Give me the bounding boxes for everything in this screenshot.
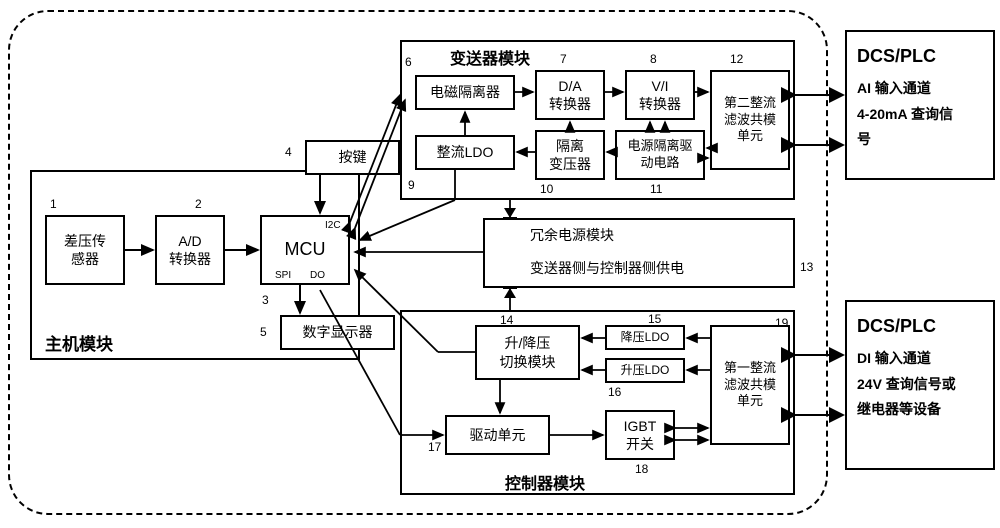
iso-xfmr-block: 隔离 变压器 bbox=[535, 130, 605, 180]
sensor-number: 1 bbox=[50, 197, 57, 211]
dcs-top-line2: 4-20mA 查询信 bbox=[857, 102, 983, 127]
redundant-power-title: 冗余电源模块 bbox=[530, 225, 614, 245]
mcu-do-pin: DO bbox=[310, 270, 325, 281]
host-module-title: 主机模块 bbox=[45, 330, 113, 355]
buck-ldo-number: 15 bbox=[648, 312, 661, 326]
buck-boost-switch-block: 升/降压 切换模块 bbox=[475, 325, 580, 380]
redundant-power-number: 13 bbox=[800, 260, 813, 274]
da-number: 7 bbox=[560, 52, 567, 66]
dcs-top-title: DCS/PLC bbox=[857, 40, 983, 72]
sensor-block: 差压传 感器 bbox=[45, 215, 125, 285]
transmitter-module-title: 变送器模块 bbox=[450, 45, 530, 69]
boost-ldo-number: 16 bbox=[608, 385, 621, 399]
ad-converter-block: A/D 转换器 bbox=[155, 215, 225, 285]
igbt-number: 18 bbox=[635, 462, 648, 476]
redundant-power-subtitle: 变送器侧与控制器侧供电 bbox=[530, 258, 684, 278]
mcu-i2c-pin: I2C bbox=[325, 220, 341, 231]
buck-ldo-block: 降压LDO bbox=[605, 325, 685, 350]
keys-number: 4 bbox=[285, 145, 292, 159]
rect-ldo-block: 整流LDO bbox=[415, 135, 515, 170]
controller-module-title: 控制器模块 bbox=[505, 470, 585, 494]
rect-ldo-number: 9 bbox=[408, 178, 415, 192]
mcu-number: 3 bbox=[262, 293, 269, 307]
buck-boost-number: 14 bbox=[500, 313, 513, 327]
pwr-iso-drv-block: 电源隔离驱 动电路 bbox=[615, 130, 705, 180]
dcs-plc-top: DCS/PLC AI 输入通道 4-20mA 查询信 号 bbox=[845, 30, 995, 180]
em-isolator-block: 电磁隔离器 bbox=[415, 75, 515, 110]
dcs-bottom-line1: DI 输入通道 bbox=[857, 346, 983, 371]
igbt-block: IGBT 开关 bbox=[605, 410, 675, 460]
iso-xfmr-number: 10 bbox=[540, 182, 553, 196]
mcu-text: MCU bbox=[285, 238, 326, 261]
first-rect-block: 第一整流 滤波共模 单元 bbox=[710, 325, 790, 445]
dcs-bottom-line2: 24V 查询信号或 bbox=[857, 372, 983, 397]
dcs-top-line3: 号 bbox=[857, 127, 983, 152]
drive-unit-number: 17 bbox=[428, 440, 441, 454]
ad-number: 2 bbox=[195, 197, 202, 211]
display-number: 5 bbox=[260, 325, 267, 339]
dcs-bottom-line3: 继电器等设备 bbox=[857, 397, 983, 422]
keys-block: 按键 bbox=[305, 140, 400, 175]
display-block: 数字显示器 bbox=[280, 315, 395, 350]
boost-ldo-block: 升压LDO bbox=[605, 358, 685, 383]
mcu-spi-pin: SPI bbox=[275, 270, 291, 281]
vi-number: 8 bbox=[650, 52, 657, 66]
dcs-top-line1: AI 输入通道 bbox=[857, 76, 983, 101]
first-rect-number: 19 bbox=[775, 316, 788, 330]
dcs-bottom-title: DCS/PLC bbox=[857, 310, 983, 342]
second-rect-number: 12 bbox=[730, 52, 743, 66]
da-converter-block: D/A 转换器 bbox=[535, 70, 605, 120]
dcs-plc-bottom: DCS/PLC DI 输入通道 24V 查询信号或 继电器等设备 bbox=[845, 300, 995, 470]
vi-converter-block: V/I 转换器 bbox=[625, 70, 695, 120]
second-rect-block: 第二整流 滤波共模 单元 bbox=[710, 70, 790, 170]
em-isolator-number: 6 bbox=[405, 55, 412, 69]
pwr-iso-drv-number: 11 bbox=[650, 182, 662, 196]
drive-unit-block: 驱动单元 bbox=[445, 415, 550, 455]
